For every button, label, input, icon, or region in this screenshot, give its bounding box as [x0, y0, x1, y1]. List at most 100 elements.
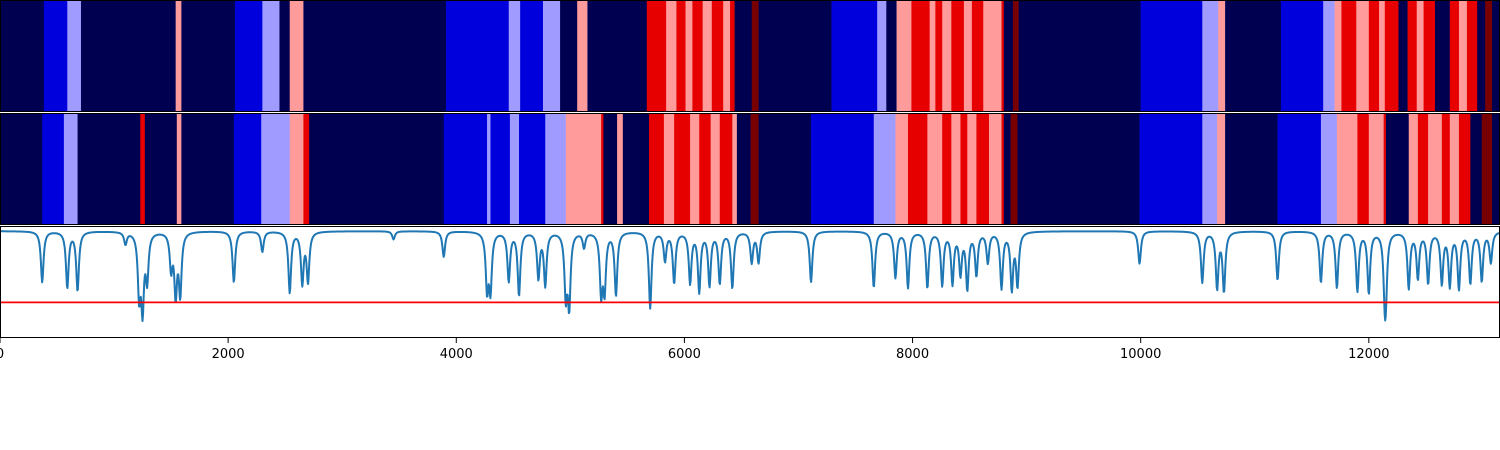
row-1-segment-14: [543, 0, 560, 112]
row-1-segment-10: [303, 0, 446, 112]
signal-panel: [0, 226, 1500, 338]
row-1-segment-12: [509, 0, 521, 112]
row-1-segment-24: [712, 0, 724, 112]
row-1-segment-33: [897, 0, 912, 112]
row-1-segment-29: [759, 0, 832, 112]
row-2-segment-11: [303, 113, 309, 225]
row-1-segment-37: [942, 0, 951, 112]
row-2-segment-37: [895, 113, 908, 225]
row-1-segment-7: [262, 0, 279, 112]
row-2-segment-7: [181, 113, 234, 225]
row-2-segment-56: [1337, 113, 1358, 225]
row-2-segment-57: [1357, 113, 1369, 225]
row-1-segment-58: [1398, 0, 1407, 112]
row-2-segment-31: [732, 113, 737, 225]
row-1-segment-6: [235, 0, 263, 112]
x-tick-label-2000: 2000: [212, 347, 245, 362]
row-1-segment-44: [1013, 0, 1019, 112]
row-1-segment-28: [752, 0, 759, 112]
row-2-segment-46: [1002, 113, 1005, 225]
row-2-segment-47: [1004, 113, 1011, 225]
row-1-segment-16: [577, 0, 588, 112]
row-2-segment-54: [1278, 113, 1322, 225]
row-1-segment-13: [520, 0, 543, 112]
x-tick-label-6000: 6000: [668, 347, 701, 362]
x-tick-label-4000: 4000: [440, 347, 473, 362]
row-1-segment-50: [1281, 0, 1324, 112]
row-2-segment-41: [951, 113, 960, 225]
row-2-segment-8: [234, 113, 262, 225]
row-1-segment-19: [666, 0, 677, 112]
row-2-segment-58: [1369, 113, 1384, 225]
row-2-segment-17: [519, 113, 546, 225]
row-2-segment-12: [309, 113, 444, 225]
row-2-segment-62: [1418, 113, 1429, 225]
row-2-segment-10: [290, 113, 304, 225]
row-1-segment-1: [44, 0, 68, 112]
row-2-segment-50: [1140, 113, 1203, 225]
row-1-segment-48: [1218, 0, 1225, 112]
row-2-segment-30: [720, 113, 733, 225]
row-2-segment-36: [874, 113, 896, 225]
row-2-segment-18: [545, 113, 566, 225]
row-2-segment-34: [759, 113, 812, 225]
row-2-segment-35: [811, 113, 874, 225]
row-1-segment-45: [1019, 0, 1141, 112]
row-1-segment-26: [730, 0, 735, 112]
row-2-segment-27: [690, 113, 699, 225]
row-1-segment-40: [972, 0, 984, 112]
row-1-segment-20: [676, 0, 685, 112]
row-2-segment-1: [42, 113, 64, 225]
row-2-segment-3: [78, 113, 141, 225]
row-2-segment-69: [1492, 113, 1500, 225]
row-2-segment-25: [664, 113, 675, 225]
row-1-segment-57: [1385, 0, 1399, 112]
row-2-segment-53: [1225, 113, 1278, 225]
row-1-segment-51: [1323, 0, 1335, 112]
x-tick-label-8000: 8000: [896, 347, 929, 362]
row-1-segment-25: [723, 0, 730, 112]
row-1-segment-0: [0, 0, 44, 112]
row-2-segment-6: [177, 113, 182, 225]
row-1-segment-65: [1467, 0, 1478, 112]
row-2-segment-63: [1428, 113, 1442, 225]
row-1-segment-27: [735, 0, 752, 112]
row-2-segment-64: [1442, 113, 1450, 225]
row-2-segment-55: [1321, 113, 1337, 225]
row-1-segment-42: [1002, 0, 1005, 112]
row-1-segment-18: [647, 0, 667, 112]
row-2-segment-32: [737, 113, 751, 225]
row-1-segment-2: [67, 0, 81, 112]
row-2-segment-21: [603, 113, 617, 225]
row-2-segment-26: [674, 113, 690, 225]
row-1-segment-5: [181, 0, 235, 112]
row-2-segment-28: [699, 113, 711, 225]
row-2-segment-52: [1217, 113, 1225, 225]
row-1-segment-64: [1459, 0, 1467, 112]
row-1-segment-31: [877, 0, 886, 112]
row-1-segment-60: [1417, 0, 1424, 112]
row-2-segment-0: [0, 113, 43, 225]
row-1-segment-17: [587, 0, 647, 112]
row-2-segment-4: [140, 113, 145, 225]
row-2-segment-66: [1459, 113, 1471, 225]
row-2-segment-39: [927, 113, 942, 225]
x-tick-label-12000: 12000: [1348, 347, 1389, 362]
row-2-segment-20: [601, 113, 604, 225]
row-1-segment-9: [290, 0, 304, 112]
row-2-segment-33: [751, 113, 759, 225]
row-1-segment-21: [686, 0, 693, 112]
row-1-segment-32: [886, 0, 897, 112]
row-2-segment-5: [145, 113, 177, 225]
heatmap-row-1: [0, 0, 1500, 112]
row-2-segment-2: [64, 113, 78, 225]
x-tick-label-0: 0: [0, 347, 4, 362]
row-1-segment-47: [1202, 0, 1218, 112]
row-1-segment-54: [1356, 0, 1369, 112]
row-1-segment-22: [692, 0, 703, 112]
row-2-segment-9: [261, 113, 290, 225]
row-1-segment-41: [983, 0, 1002, 112]
row-2-segment-61: [1409, 113, 1418, 225]
row-1-segment-61: [1424, 0, 1436, 112]
row-1-segment-67: [1485, 0, 1492, 112]
